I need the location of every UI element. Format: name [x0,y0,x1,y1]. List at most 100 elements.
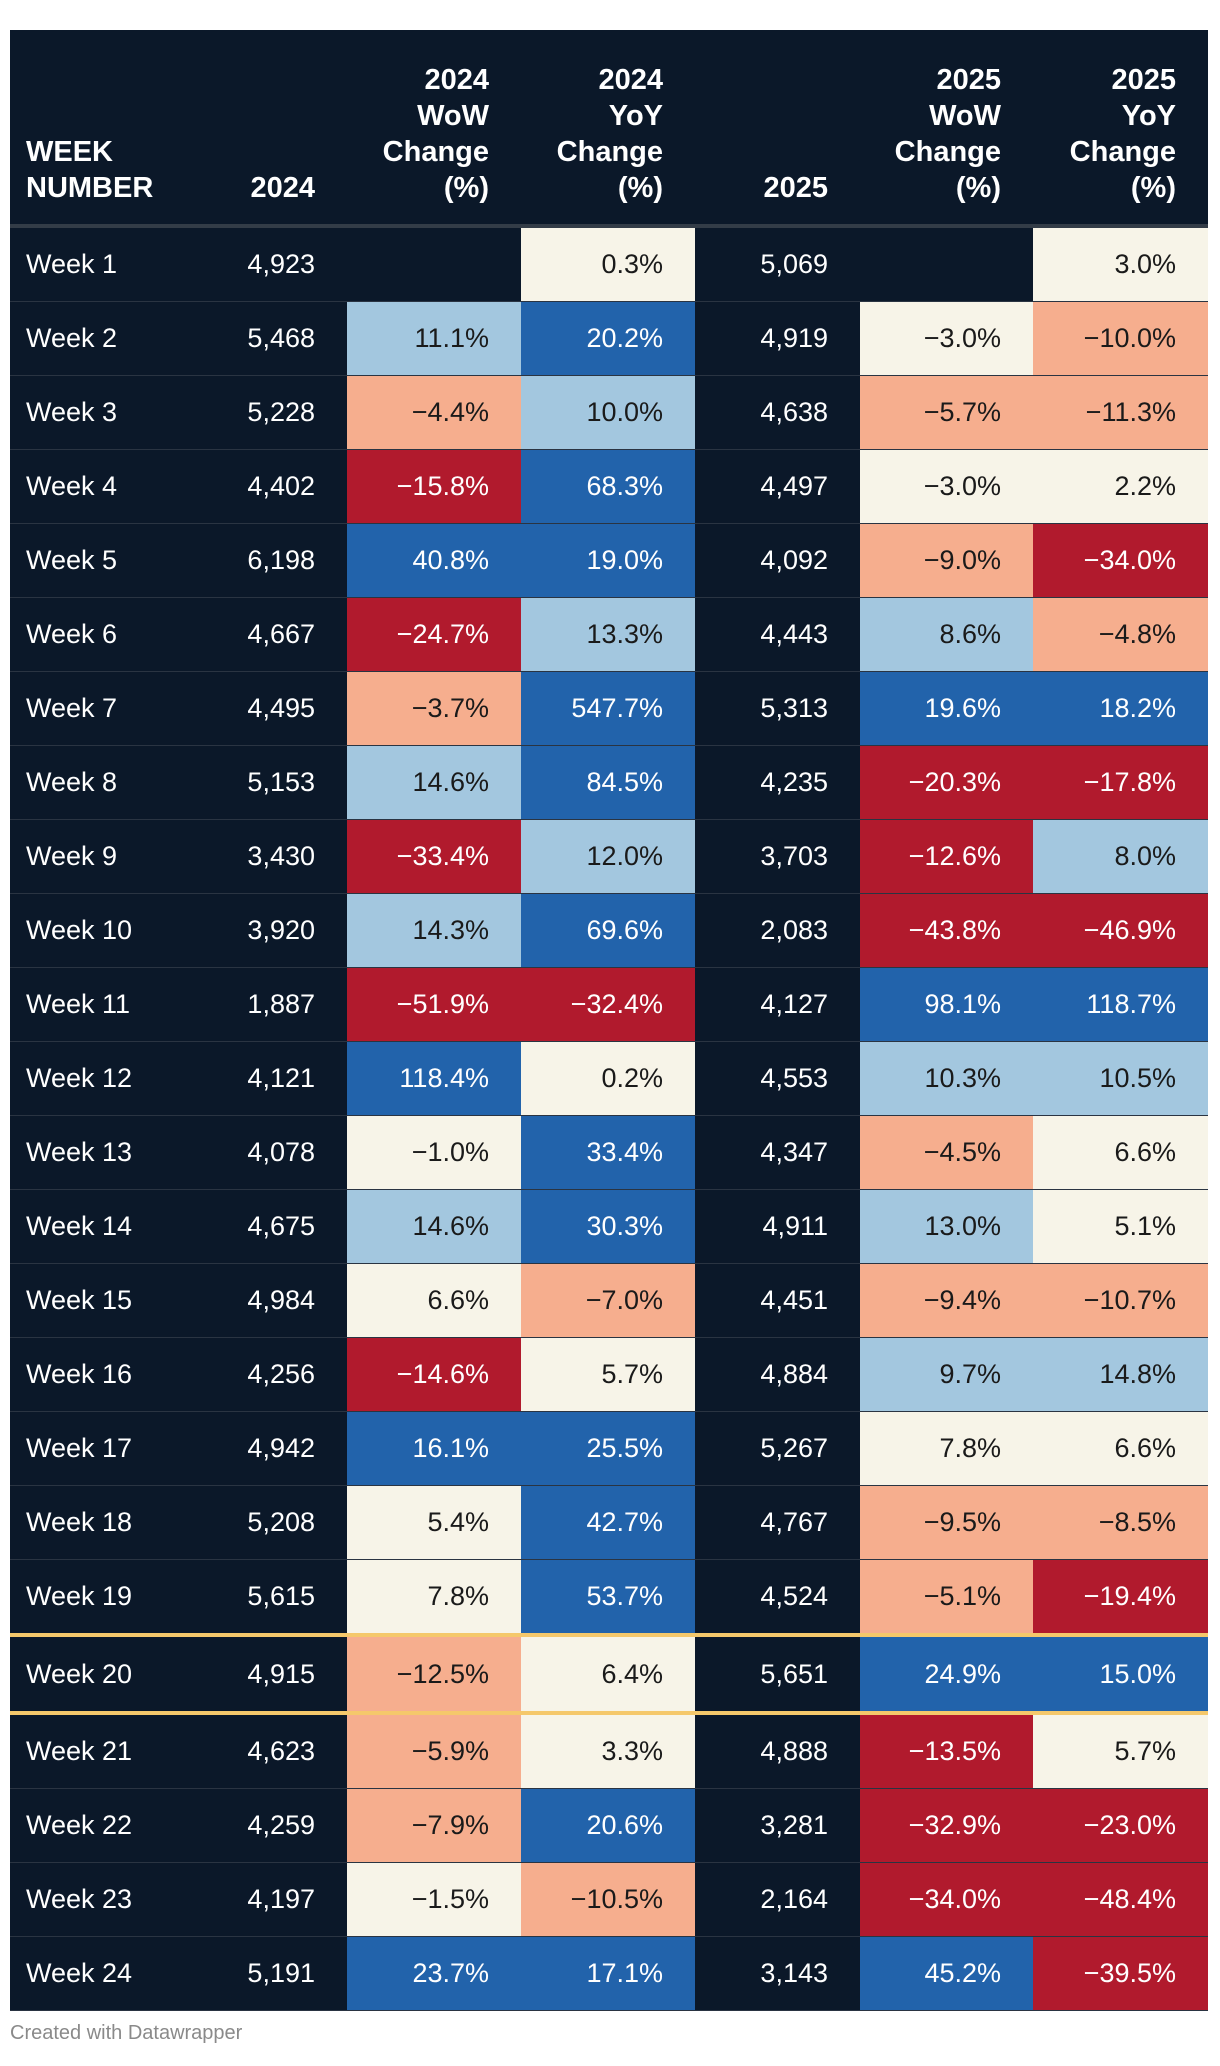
cell-2025: 4,092 [695,523,860,598]
table-row: Week 23 4,197 −1.5% −10.5% 2,164 −34.0% −48.4% [10,1862,1208,1937]
week-label-cell: Week 15 [10,1263,200,1338]
cell-2024: 4,495 [200,671,347,746]
cell-2025: 2,164 [695,1862,860,1937]
cell-2024-yoy-change: −10.5% [521,1862,695,1937]
cell-2025-yoy-change: 18.2% [1033,671,1208,746]
cell-2024-yoy-change: 19.0% [521,523,695,598]
cell-2025: 4,884 [695,1337,860,1412]
cell-2024-yoy-change: −32.4% [521,967,695,1042]
cell-2025-yoy-change: −46.9% [1033,893,1208,968]
week-label-cell: Week 13 [10,1115,200,1190]
header-text-line: YoY [608,100,663,132]
cell-2025: 5,313 [695,671,860,746]
cell-2025-yoy-change: −48.4% [1033,1862,1208,1937]
week-label-cell: Week 14 [10,1189,200,1264]
cell-2025-wow-change: −9.0% [860,523,1033,598]
cell-2024-yoy-change: 12.0% [521,819,695,894]
cell-2025-yoy-change: −23.0% [1033,1788,1208,1863]
cell-2025: 4,235 [695,745,860,820]
column-header-2025-wow-change: 2025 WoW Change (%) [860,30,1033,228]
cell-2025: 4,767 [695,1485,860,1560]
cell-2025-wow-change: −13.5% [860,1713,1033,1789]
column-header-2024-yoy-change: 2024 YoY Change (%) [521,30,695,228]
cell-2024: 4,256 [200,1337,347,1412]
cell-2025: 3,281 [695,1788,860,1863]
table-row: Week 18 5,208 5.4% 42.7% 4,767 −9.5% −8.5% [10,1485,1208,1560]
table-body: Week 1 4,923 0.3% 5,069 3.0% Week 2 5,468 11.1%… [10,226,1208,2011]
cell-2025-wow-change: 8.6% [860,597,1033,672]
cell-2024: 4,078 [200,1115,347,1190]
table-row: Week 17 4,942 16.1% 25.5% 5,267 7.8% 6.6% [10,1411,1208,1486]
cell-2024-wow-change: −33.4% [347,819,521,894]
cell-2024: 4,667 [200,597,347,672]
week-label-cell: Week 17 [10,1411,200,1486]
week-label-cell: Week 8 [10,745,200,820]
cell-2024: 4,402 [200,449,347,524]
cell-2024: 4,984 [200,1263,347,1338]
cell-2025: 3,143 [695,1936,860,2011]
cell-2024-wow-change: −3.7% [347,671,521,746]
cell-2024-wow-change: −24.7% [347,597,521,672]
cell-2025: 4,553 [695,1041,860,1116]
cell-2024-wow-change: −51.9% [347,967,521,1042]
cell-2025-yoy-change: −10.0% [1033,301,1208,376]
week-label-cell: Week 9 [10,819,200,894]
table-row: Week 14 4,675 14.6% 30.3% 4,911 13.0% 5.1% [10,1189,1208,1264]
cell-2025-yoy-change: −4.8% [1033,597,1208,672]
cell-2024-wow-change: 40.8% [347,523,521,598]
cell-2025-yoy-change: 14.8% [1033,1337,1208,1412]
header-text-line: 2025 [763,172,828,204]
week-label-cell: Week 16 [10,1337,200,1412]
header-text-line: 2025 [936,64,1001,96]
table-row: Week 8 5,153 14.6% 84.5% 4,235 −20.3% −17.8% [10,745,1208,820]
cell-2024-yoy-change: 3.3% [521,1713,695,1789]
header-text-line: (%) [1130,172,1176,204]
cell-2025-wow-change: −20.3% [860,745,1033,820]
cell-2025-yoy-change: 118.7% [1033,967,1208,1042]
table-row: Week 15 4,984 6.6% −7.0% 4,451 −9.4% −10.7% [10,1263,1208,1338]
cell-2025-wow-change: −12.6% [860,819,1033,894]
cell-2025-yoy-change: 10.5% [1033,1041,1208,1116]
cell-2024: 4,121 [200,1041,347,1116]
table-row: Week 1 4,923 0.3% 5,069 3.0% [10,226,1208,302]
cell-2025-wow-change: 24.9% [860,1633,1033,1715]
week-label-cell: Week 11 [10,967,200,1042]
header-text-line: Change [1069,136,1176,168]
cell-2025-yoy-change: 6.6% [1033,1411,1208,1486]
header-text-line: 2025 [1111,64,1176,96]
cell-2024-yoy-change: 25.5% [521,1411,695,1486]
table-row: Week 21 4,623 −5.9% 3.3% 4,888 −13.5% 5.7% [10,1713,1208,1789]
cell-2025-wow-change: 7.8% [860,1411,1033,1486]
cell-2024-yoy-change: 10.0% [521,375,695,450]
week-label-cell: Week 2 [10,301,200,376]
cell-2025-wow-change: 19.6% [860,671,1033,746]
week-label-cell: Week 18 [10,1485,200,1560]
cell-2025-yoy-change: −10.7% [1033,1263,1208,1338]
header-text-line: YoY [1121,100,1176,132]
table-row: Week 19 5,615 7.8% 53.7% 4,524 −5.1% −19.4% [10,1559,1208,1636]
cell-2025: 5,069 [695,226,860,302]
table-row: Week 12 4,121 118.4% 0.2% 4,553 10.3% 10.5% [10,1041,1208,1116]
cell-2025-yoy-change: 5.1% [1033,1189,1208,1264]
week-label-cell: Week 19 [10,1559,200,1636]
cell-2024-wow-change [347,226,521,302]
cell-2024-yoy-change: 53.7% [521,1559,695,1636]
cell-2025: 4,911 [695,1189,860,1264]
cell-2024: 4,675 [200,1189,347,1264]
cell-2024: 4,923 [200,226,347,302]
header-text-line: WoW [417,100,489,132]
cell-2024: 1,887 [200,967,347,1042]
cell-2025-wow-change: 13.0% [860,1189,1033,1264]
cell-2024: 5,468 [200,301,347,376]
cell-2025-yoy-change: −34.0% [1033,523,1208,598]
cell-2024-wow-change: 14.6% [347,1189,521,1264]
cell-2025: 4,127 [695,967,860,1042]
week-label-cell: Week 21 [10,1713,200,1789]
cell-2024-yoy-change: 84.5% [521,745,695,820]
cell-2024: 4,259 [200,1788,347,1863]
header-text-line: 2024 [250,172,315,204]
cell-2025-wow-change: −3.0% [860,449,1033,524]
cell-2025-wow-change: −5.1% [860,1559,1033,1636]
week-label-cell: Week 4 [10,449,200,524]
cell-2025-wow-change: −5.7% [860,375,1033,450]
